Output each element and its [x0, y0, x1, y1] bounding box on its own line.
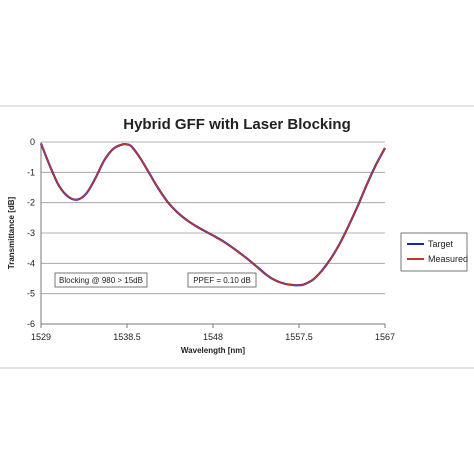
chart-title: Hybrid GFF with Laser Blocking: [123, 116, 351, 133]
y-tick-label: -5: [27, 289, 35, 299]
x-tick-label: 1567: [375, 332, 395, 342]
legend-label-measured: Measured: [428, 254, 468, 264]
x-tick-labels: 1529 1538.5 1548 1557.5 1567: [31, 324, 395, 342]
y-tick-label: -2: [27, 198, 35, 208]
x-tick-label: 1557.5: [285, 332, 313, 342]
y-tick-labels: 0 -1 -2 -3 -4 -5 -6: [27, 137, 35, 329]
x-tick-label: 1538.5: [113, 332, 141, 342]
y-tick-label: -6: [27, 319, 35, 329]
x-axis-label: Wavelength [nm]: [181, 346, 245, 355]
annotation-blocking: Blocking @ 980 > 15dB: [54, 272, 148, 288]
annotation-ppef-text: PPEF = 0.10 dB: [193, 276, 251, 285]
annotation-blocking-box: [54, 272, 148, 288]
legend-box: [400, 232, 468, 272]
annotation-ppef-box: [187, 272, 257, 288]
y-tick-label: -3: [27, 228, 35, 238]
series-lines: [39, 142, 386, 287]
y-axis-label: Transmittance [dB]: [7, 196, 16, 269]
x-tick-label: 1548: [203, 332, 223, 342]
legend: Target Measured: [400, 232, 468, 272]
series-line-measured: [40, 143, 386, 286]
y-tick-label: -4: [27, 258, 35, 268]
x-tick-label: 1529: [31, 332, 51, 342]
y-tick-label: -1: [27, 167, 35, 177]
legend-label-target: Target: [428, 239, 454, 249]
y-tick-label: 0: [30, 137, 35, 147]
annotation-ppef: PPEF = 0.10 dB: [187, 272, 257, 288]
annotation-blocking-text: Blocking @ 980 > 15dB: [59, 276, 143, 285]
